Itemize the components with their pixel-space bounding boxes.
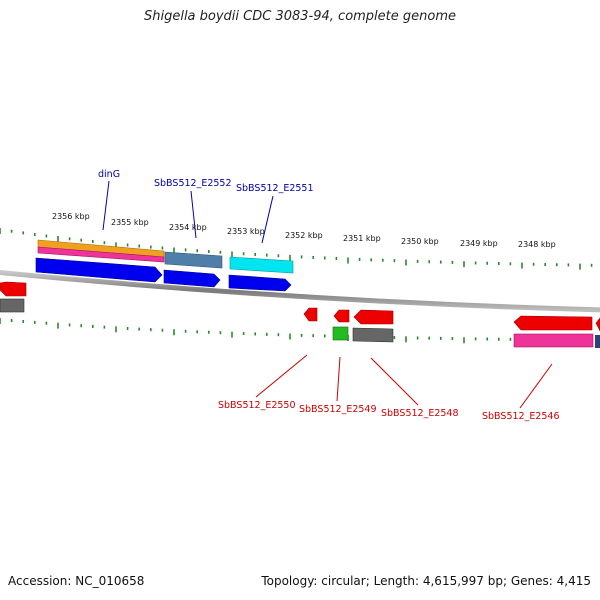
gene-arrow-red[interactable] xyxy=(513,315,593,331)
gene-arrow-blue[interactable] xyxy=(35,257,163,283)
scale-label: 2350 kbp xyxy=(401,237,439,246)
gene-arrow-red[interactable] xyxy=(0,281,27,297)
gene-feature-gray[interactable] xyxy=(0,298,25,313)
map-title: Shigella boydii CDC 3083-94, complete ge… xyxy=(143,9,457,24)
scale-label: 2355 kbp xyxy=(111,218,149,227)
scale-label: 2356 kbp xyxy=(52,212,90,221)
gene-feature-slate[interactable] xyxy=(595,335,600,348)
scale-label: 2353 kbp xyxy=(227,227,265,236)
scale-label: 2354 kbp xyxy=(169,223,207,232)
gene-label-e2550[interactable]: SbBS512_E2550 xyxy=(218,400,296,411)
genes-label: Genes: xyxy=(510,574,553,588)
scale-label: 2348 kbp xyxy=(518,240,556,249)
length-value: 4,615,997 bp xyxy=(422,574,503,588)
leader-line xyxy=(336,356,341,402)
scale-label: 2349 kbp xyxy=(460,239,498,248)
gene-track-upper xyxy=(35,239,294,292)
gene-arrow-blue[interactable] xyxy=(228,274,292,292)
scale-ticks-top xyxy=(0,228,593,270)
topology-label: Topology: xyxy=(261,574,318,588)
topology-value: circular xyxy=(321,574,366,588)
gene-label-e2551[interactable]: SbBS512_E2551 xyxy=(236,183,314,194)
gene-track-lower xyxy=(0,281,600,348)
gene-feature-pink[interactable] xyxy=(513,333,594,348)
gene-label-e2546[interactable]: SbBS512_E2546 xyxy=(482,411,560,422)
leader-line xyxy=(261,195,274,244)
gene-label-ding[interactable]: dinG xyxy=(98,169,120,180)
length-label: Length: xyxy=(373,574,420,588)
gene-label-e2549[interactable]: SbBS512_E2549 xyxy=(299,404,377,415)
label-leaders xyxy=(102,180,553,409)
genome-backbone xyxy=(0,269,600,313)
gene-feature-steel[interactable] xyxy=(164,251,223,269)
accession-value: NC_010658 xyxy=(75,574,145,588)
gene-arrow-red[interactable] xyxy=(353,309,394,325)
leader-line xyxy=(190,190,197,239)
leader-line xyxy=(370,357,419,406)
gene-feature-gray[interactable] xyxy=(352,327,394,343)
gene-arrow-red[interactable] xyxy=(333,309,350,323)
gene-arrow-blue[interactable] xyxy=(163,269,221,288)
gene-label-e2548[interactable]: SbBS512_E2548 xyxy=(381,408,459,419)
scale-label: 2352 kbp xyxy=(285,231,323,240)
gene-feature-cyan[interactable] xyxy=(229,256,294,274)
leader-line xyxy=(255,354,308,398)
scale-label: 2351 kbp xyxy=(343,234,381,243)
gene-feature-green[interactable] xyxy=(332,326,349,341)
gene-labels: dinG SbBS512_E2552 SbBS512_E2551 SbBS512… xyxy=(98,169,560,422)
leader-line xyxy=(102,180,110,231)
genome-summary: Topology: circular; Length: 4,615,997 bp… xyxy=(261,574,591,588)
gene-arrow-red[interactable] xyxy=(303,307,318,322)
scale-ticks-bottom xyxy=(0,318,593,345)
gene-arrow-red[interactable] xyxy=(595,317,600,332)
genes-value: 4,415 xyxy=(556,574,591,588)
accession-label: Accession: xyxy=(8,574,72,588)
accession-info: Accession: NC_010658 xyxy=(8,574,144,588)
gene-feature-pink[interactable] xyxy=(37,246,165,263)
leader-line xyxy=(519,363,553,409)
scale-labels: 2356 kbp 2355 kbp 2354 kbp 2353 kbp 2352… xyxy=(52,212,556,249)
gene-label-e2552[interactable]: SbBS512_E2552 xyxy=(154,178,232,189)
